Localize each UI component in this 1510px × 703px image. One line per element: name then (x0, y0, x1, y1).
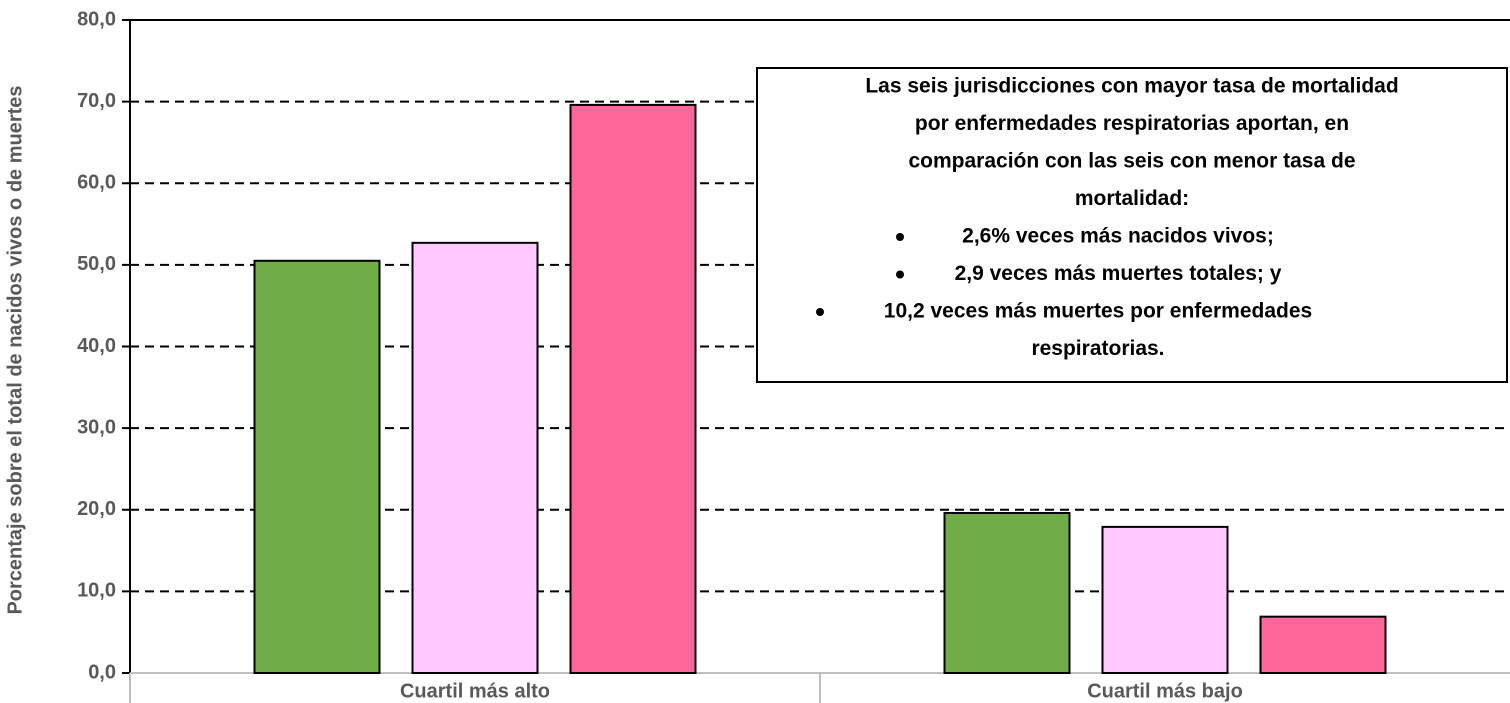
x-tick-label: Cuartil más bajo (1087, 680, 1243, 702)
y-tick-label: 20,0 (77, 498, 116, 520)
bar (411, 241, 539, 674)
y-tick-label: 50,0 (77, 253, 116, 275)
y-tick-label: 0,0 (88, 661, 116, 683)
bar (569, 103, 697, 674)
y-tick-label: 30,0 (77, 416, 116, 438)
bullet (896, 270, 904, 279)
bar (1101, 525, 1229, 674)
annotation-bullet: 2,6% veces más nacidos vivos; (962, 225, 1274, 248)
bullet (896, 233, 904, 241)
annotation-bullet: 10,2 veces más muertes por enfermedades (884, 300, 1312, 323)
annotation-line: mortalidad: (1075, 187, 1189, 210)
annotation-box (756, 67, 1508, 383)
annotation-bullet: respiratorias. (1031, 337, 1164, 360)
y-tick-label: 80,0 (77, 8, 116, 30)
y-tick-label: 70,0 (77, 90, 116, 112)
annotation-line: comparación con las seis con menor tasa … (909, 150, 1356, 173)
y-axis-label: Porcentaje sobre el total de nacidos viv… (4, 85, 26, 614)
annotation-line: Las seis jurisdicciones con mayor tasa d… (865, 75, 1398, 98)
y-tick-label: 40,0 (77, 335, 116, 357)
y-tick-label: 60,0 (77, 172, 116, 194)
bar (1259, 615, 1387, 675)
x-tick-label: Cuartil más alto (400, 680, 550, 702)
bar (253, 259, 381, 674)
annotation-line: por enfermedades respiratorias aportan, … (915, 112, 1349, 135)
bullet (816, 308, 824, 316)
annotation-bullet: 2,9 veces más muertes totales; y (955, 262, 1282, 285)
bar (943, 512, 1071, 675)
y-tick-label: 10,0 (77, 580, 116, 602)
